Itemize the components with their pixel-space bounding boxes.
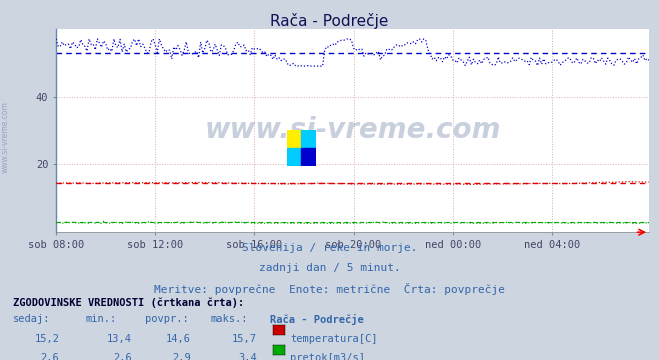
Text: maks.:: maks.: bbox=[211, 314, 248, 324]
Text: Rača - Podrečje: Rača - Podrečje bbox=[270, 314, 364, 325]
Text: povpr.:: povpr.: bbox=[145, 314, 188, 324]
Text: ZGODOVINSKE VREDNOSTI (črtkana črta):: ZGODOVINSKE VREDNOSTI (črtkana črta): bbox=[13, 297, 244, 307]
Text: Rača - Podrečje: Rača - Podrečje bbox=[270, 13, 389, 28]
Text: Meritve: povprečne  Enote: metrične  Črta: povprečje: Meritve: povprečne Enote: metrične Črta:… bbox=[154, 283, 505, 294]
Text: www.si-vreme.com: www.si-vreme.com bbox=[1, 101, 10, 173]
Text: 2,9: 2,9 bbox=[173, 354, 191, 360]
Text: zadnji dan / 5 minut.: zadnji dan / 5 minut. bbox=[258, 263, 401, 273]
Text: 2,6: 2,6 bbox=[113, 354, 132, 360]
Bar bbox=[287, 130, 302, 148]
Text: pretok[m3/s]: pretok[m3/s] bbox=[290, 354, 365, 360]
Text: 15,2: 15,2 bbox=[34, 334, 59, 344]
Text: 3,4: 3,4 bbox=[239, 354, 257, 360]
Text: 14,6: 14,6 bbox=[166, 334, 191, 344]
Text: temperatura[C]: temperatura[C] bbox=[290, 334, 378, 344]
Text: min.:: min.: bbox=[86, 314, 117, 324]
Text: Slovenija / reke in morje.: Slovenija / reke in morje. bbox=[242, 243, 417, 253]
Bar bbox=[302, 130, 316, 148]
Bar bbox=[287, 148, 302, 166]
Text: 15,7: 15,7 bbox=[232, 334, 257, 344]
Text: 2,6: 2,6 bbox=[41, 354, 59, 360]
Text: sedaj:: sedaj: bbox=[13, 314, 51, 324]
Text: www.si-vreme.com: www.si-vreme.com bbox=[204, 117, 501, 144]
Bar bbox=[302, 148, 316, 166]
Text: 13,4: 13,4 bbox=[107, 334, 132, 344]
